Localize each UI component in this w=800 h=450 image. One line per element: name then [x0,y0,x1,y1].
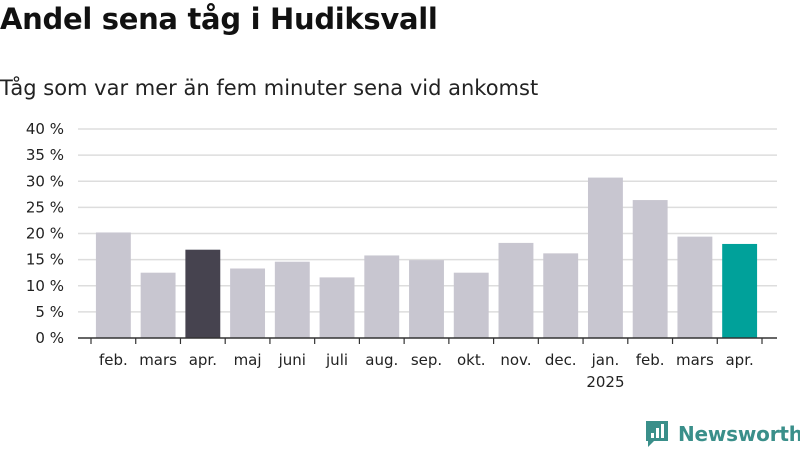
x-tick-label: apr. [725,351,753,369]
bar [453,272,489,338]
x-tick-label: apr. [189,351,217,369]
bar [632,200,668,338]
bar [722,243,758,338]
y-tick-label: 25 % [26,198,64,216]
bars [95,177,758,338]
y-tick-label: 5 % [35,303,64,321]
y-tick-label: 15 % [26,251,64,269]
x-tick-label: jan. [591,351,620,369]
y-tick-label: 40 % [26,120,64,138]
bar [185,249,221,338]
bar [498,242,534,338]
x-year-label: 2025 [586,373,624,391]
bar [409,260,444,338]
brand-name: Newsworthy [678,422,800,446]
chart-subtitle: Tåg som var mer än fem minuter sena vid … [0,76,539,100]
y-tick-label: 30 % [26,172,64,190]
x-tick-label: aug. [365,351,398,369]
bar [543,253,579,338]
x-tick-label: mars [139,351,177,369]
y-tick-label: 10 % [26,277,64,295]
x-tick-label: feb. [636,351,665,369]
x-tick-label: sep. [411,351,442,369]
bar [140,272,176,338]
bar [587,177,623,338]
y-tick-label: 0 % [35,329,64,347]
bar [230,268,266,338]
x-tick-label: maj [234,351,262,369]
bar [319,277,355,338]
x-tick-label: feb. [99,351,128,369]
x-tick-label: nov. [500,351,531,369]
x-tick-label: dec. [545,351,577,369]
bar [274,261,310,338]
newsworthy-brand[interactable]: Newsworthy [644,419,800,449]
y-axis-ticks: 0 % 5 % 10 % 15 % 20 % 25 % 30 % 35 % 40 % [26,120,64,347]
bar [677,236,713,338]
bar-chart: 0 % 5 % 10 % 15 % 20 % 25 % 30 % 35 % 40 % feb. m… [26,120,777,391]
bar [364,255,400,338]
chart-title: Andel sena tåg i Hudiksvall [0,2,438,36]
bar [95,232,131,338]
x-tick-label: mars [676,351,714,369]
y-tick-label: 20 % [26,225,64,243]
x-tick-label: okt. [457,351,486,369]
newsworthy-logo-icon [646,421,668,447]
x-axis: feb. mars apr. maj juni juli aug. sep. okt. nov. d… [78,337,777,391]
x-tick-label: juli [325,351,348,369]
y-tick-label: 35 % [26,146,64,164]
x-tick-label: juni [278,351,306,369]
